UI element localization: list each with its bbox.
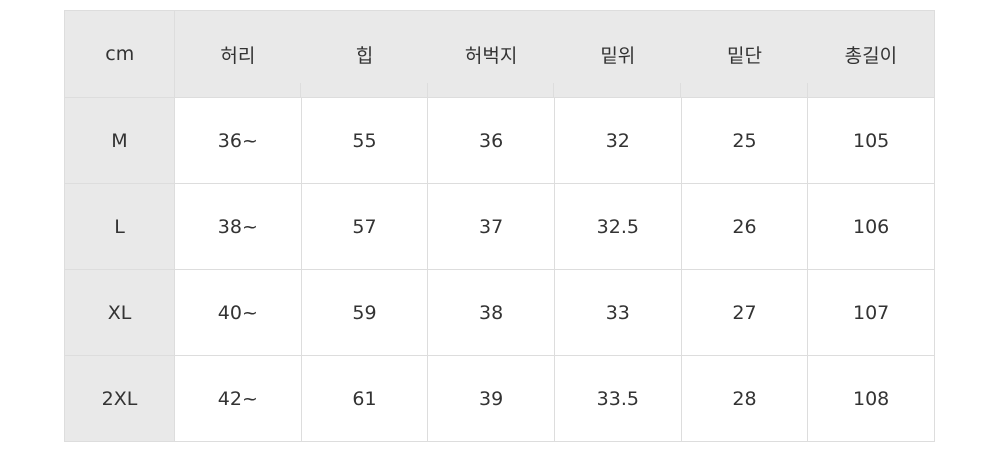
header-cell-unit: cm: [64, 10, 175, 98]
table-row: 2XL 42~ 61 39 33.5 28 108: [64, 355, 935, 442]
table-cell: 38~: [174, 183, 302, 270]
table-cell: 26: [680, 183, 809, 270]
size-label-cell: 2XL: [64, 355, 175, 442]
header-cell-hip: 힙: [300, 10, 428, 98]
table-cell: 37: [427, 183, 555, 270]
table-cell: 105: [807, 97, 935, 184]
header-cell-hem: 밑단: [680, 10, 808, 98]
table-cell: 59: [300, 269, 429, 356]
size-label-cell: XL: [64, 269, 175, 356]
size-label-cell: M: [64, 97, 175, 184]
table-cell: 28: [680, 355, 809, 442]
table-cell: 55: [300, 97, 429, 184]
table-cell: 33.5: [553, 355, 682, 442]
table-cell: 107: [807, 269, 935, 356]
size-table: cm 허리 힙 허벅지 밑위 밑단 총길이 M 36~ 55 36 32 25 105 L 38…: [64, 10, 935, 442]
table-row: XL 40~ 59 38 33 27 107: [64, 269, 935, 356]
table-cell: 25: [680, 97, 809, 184]
header-cell-length: 총길이: [806, 10, 935, 98]
table-cell: 40~: [174, 269, 302, 356]
table-cell: 36~: [174, 97, 302, 184]
table-cell: 39: [427, 355, 555, 442]
table-cell: 33: [553, 269, 682, 356]
table-cell: 61: [300, 355, 429, 442]
table-cell: 32.5: [553, 183, 682, 270]
header-cell-waist: 허리: [173, 10, 302, 98]
table-cell: 108: [807, 355, 935, 442]
table-cell: 27: [680, 269, 809, 356]
table-row: M 36~ 55 36 32 25 105: [64, 97, 935, 184]
table-cell: 57: [300, 183, 429, 270]
table-row: L 38~ 57 37 32.5 26 106: [64, 183, 935, 270]
table-cell: 32: [553, 97, 682, 184]
table-cell: 38: [427, 269, 555, 356]
table-cell: 42~: [174, 355, 302, 442]
table-cell: 36: [427, 97, 555, 184]
header-row: cm 허리 힙 허벅지 밑위 밑단 총길이: [64, 10, 935, 98]
header-cell-rise: 밑위: [553, 10, 682, 98]
header-cell-thigh: 허벅지: [426, 10, 555, 98]
table-cell: 106: [807, 183, 935, 270]
size-label-cell: L: [64, 183, 175, 270]
